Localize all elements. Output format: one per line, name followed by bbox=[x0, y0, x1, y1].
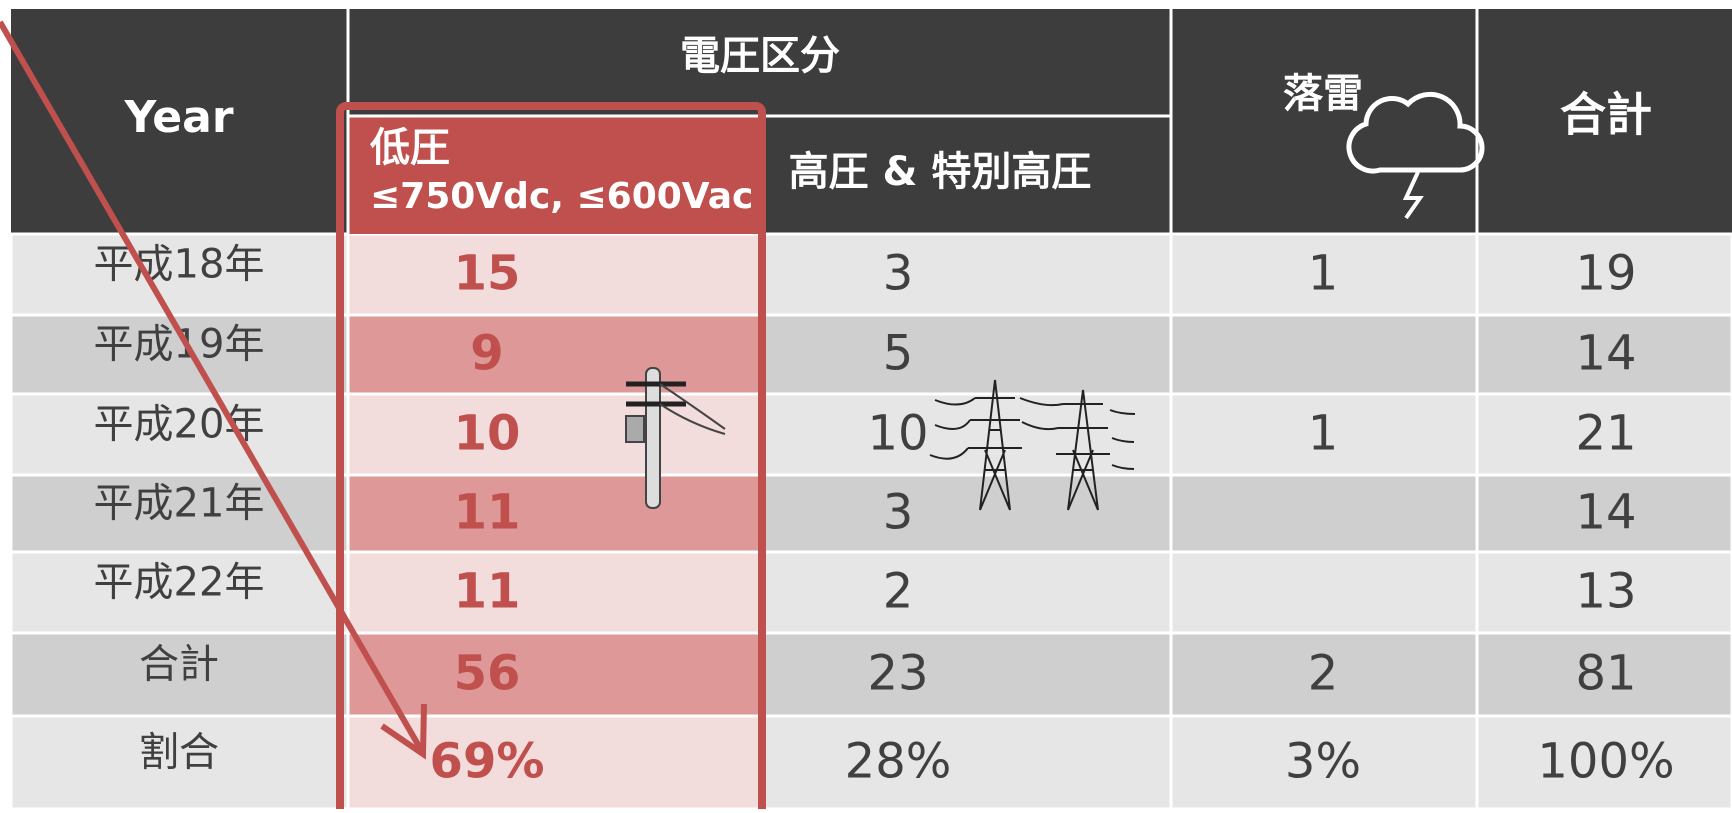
low-cell-bg bbox=[348, 475, 762, 552]
row-bg bbox=[11, 315, 1732, 394]
cell-value: 11 bbox=[454, 485, 521, 541]
header-group: 電圧区分 bbox=[680, 33, 840, 79]
header-low: 低圧 bbox=[370, 125, 450, 171]
low-cell-bg bbox=[348, 315, 762, 394]
header-high: 高圧 & 特別高圧 bbox=[789, 149, 1092, 195]
cell-value: 81 bbox=[1575, 646, 1636, 702]
cell-value: 28% bbox=[845, 734, 952, 790]
low-cell-bg bbox=[348, 633, 762, 716]
cell-value: 21 bbox=[1575, 406, 1636, 462]
cell-value: 14 bbox=[1575, 326, 1636, 382]
header-bg bbox=[11, 9, 1732, 234]
cell-value: 11 bbox=[454, 564, 521, 620]
cell-value: 14 bbox=[1575, 485, 1636, 541]
header-year: Year bbox=[123, 92, 233, 143]
header-lightning: 落雷 bbox=[1283, 71, 1363, 117]
low-cell-bg bbox=[348, 234, 762, 315]
low-cell-bg bbox=[348, 552, 762, 633]
cell-value: 15 bbox=[454, 246, 521, 302]
cell-value: 10 bbox=[454, 406, 521, 462]
cell-value: 1 bbox=[1308, 246, 1339, 302]
cell-value: 5 bbox=[883, 326, 914, 382]
row-label: 平成18年 bbox=[94, 242, 265, 288]
low-cell-bg bbox=[348, 394, 762, 475]
cell-value: 23 bbox=[867, 646, 928, 702]
table: Year 電圧区分 低圧 ≤750Vdc, ≤600Vac 高圧 & 特別高圧 … bbox=[0, 0, 1732, 809]
cell-value: 2 bbox=[1308, 646, 1339, 702]
row-label: 平成21年 bbox=[94, 481, 265, 527]
cell-value: 3 bbox=[883, 246, 914, 302]
cell-value: 9 bbox=[470, 326, 503, 382]
cell-value: 2 bbox=[883, 564, 914, 620]
header-low-sub: ≤750Vdc, ≤600Vac bbox=[370, 176, 753, 217]
cell-value: 56 bbox=[454, 646, 521, 702]
cell-value: 3% bbox=[1285, 734, 1361, 790]
cell-value: 10 bbox=[867, 406, 928, 462]
cell-value: 1 bbox=[1308, 406, 1339, 462]
cell-value: 100% bbox=[1537, 734, 1674, 790]
cell-value: 19 bbox=[1575, 246, 1636, 302]
row-label: 割合 bbox=[139, 730, 219, 776]
row-bg bbox=[11, 552, 1732, 633]
row-label: 合計 bbox=[139, 642, 219, 688]
cell-value: 13 bbox=[1575, 564, 1636, 620]
row-bg bbox=[11, 234, 1732, 315]
cell-value: 3 bbox=[883, 485, 914, 541]
cell-value: 69% bbox=[430, 734, 545, 790]
row-label: 平成22年 bbox=[94, 560, 265, 606]
header-total: 合計 bbox=[1560, 88, 1652, 142]
